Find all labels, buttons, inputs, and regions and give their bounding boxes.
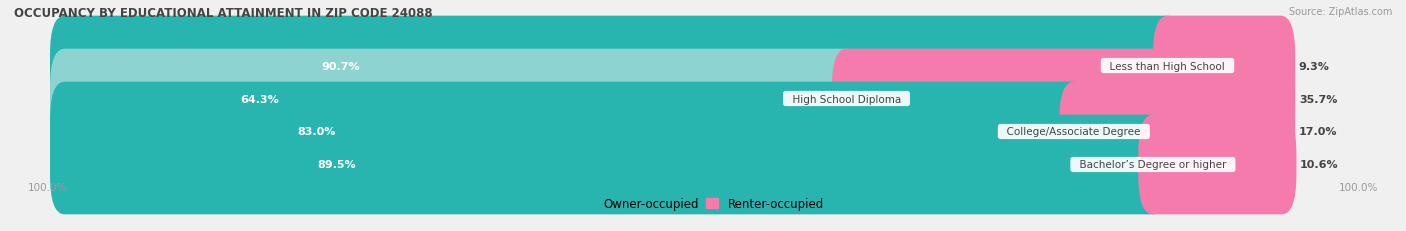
- FancyBboxPatch shape: [832, 49, 1295, 149]
- Text: 9.3%: 9.3%: [1299, 61, 1330, 71]
- Text: 17.0%: 17.0%: [1299, 127, 1337, 137]
- FancyBboxPatch shape: [51, 115, 1295, 214]
- FancyBboxPatch shape: [51, 49, 860, 149]
- FancyBboxPatch shape: [51, 49, 1295, 149]
- Text: 89.5%: 89.5%: [318, 160, 356, 170]
- FancyBboxPatch shape: [1139, 115, 1296, 214]
- Text: 100.0%: 100.0%: [1339, 182, 1378, 192]
- Text: Bachelor’s Degree or higher: Bachelor’s Degree or higher: [1073, 160, 1233, 170]
- Legend: Owner-occupied, Renter-occupied: Owner-occupied, Renter-occupied: [582, 197, 824, 210]
- FancyBboxPatch shape: [51, 17, 1295, 116]
- Text: 83.0%: 83.0%: [298, 127, 336, 137]
- FancyBboxPatch shape: [1059, 82, 1295, 182]
- Text: High School Diploma: High School Diploma: [786, 94, 907, 104]
- FancyBboxPatch shape: [51, 17, 1182, 116]
- Text: OCCUPANCY BY EDUCATIONAL ATTAINMENT IN ZIP CODE 24088: OCCUPANCY BY EDUCATIONAL ATTAINMENT IN Z…: [14, 7, 433, 20]
- FancyBboxPatch shape: [1153, 17, 1295, 116]
- Text: Less than High School: Less than High School: [1104, 61, 1232, 71]
- FancyBboxPatch shape: [51, 82, 1088, 182]
- Text: 35.7%: 35.7%: [1299, 94, 1337, 104]
- FancyBboxPatch shape: [51, 82, 1295, 182]
- Text: 100.0%: 100.0%: [28, 182, 67, 192]
- Text: Source: ZipAtlas.com: Source: ZipAtlas.com: [1288, 7, 1392, 17]
- FancyBboxPatch shape: [51, 115, 1167, 214]
- Text: 64.3%: 64.3%: [240, 94, 280, 104]
- Text: College/Associate Degree: College/Associate Degree: [1001, 127, 1147, 137]
- Text: 10.6%: 10.6%: [1301, 160, 1339, 170]
- Text: 90.7%: 90.7%: [321, 61, 360, 71]
